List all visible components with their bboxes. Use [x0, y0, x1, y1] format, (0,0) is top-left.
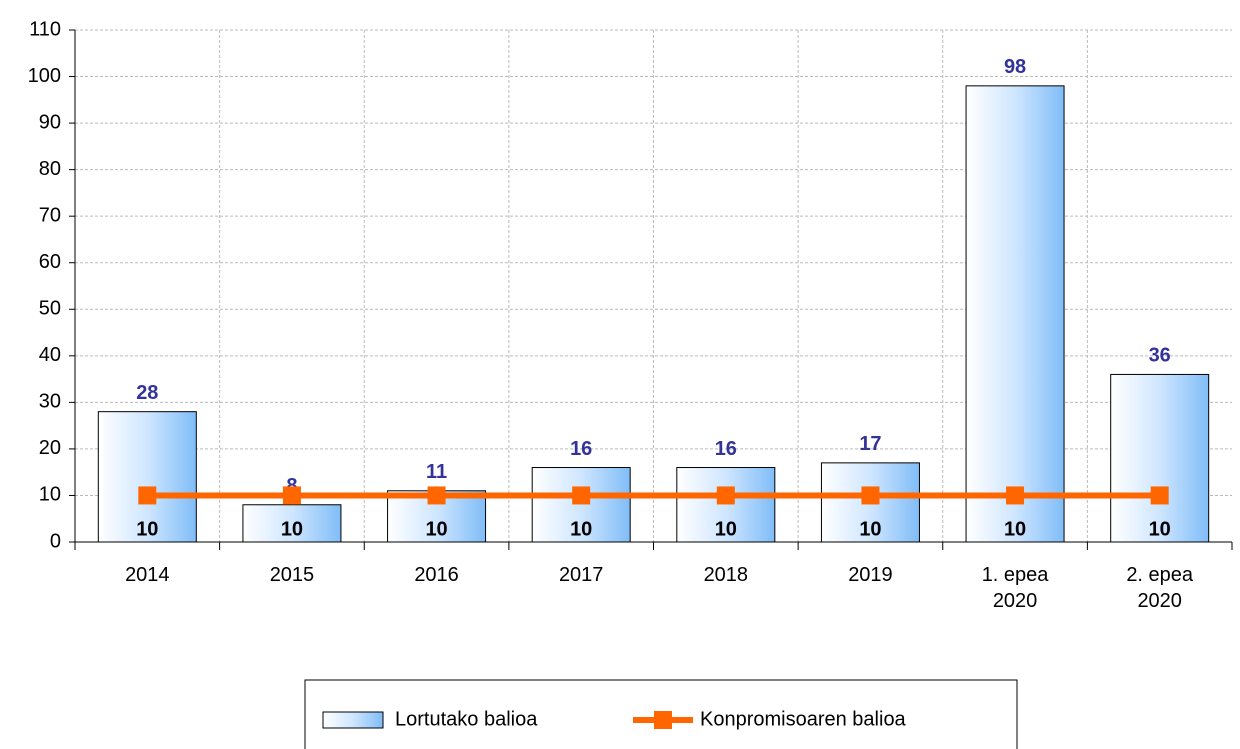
y-tick-label: 50: [39, 298, 61, 320]
x-tick-label: 2015: [269, 564, 315, 586]
legend-swatch: [322, 711, 384, 729]
bar-value-label: 16: [570, 438, 592, 460]
y-tick-label: 100: [28, 65, 61, 87]
x-tick-label: 2016: [414, 564, 459, 586]
bar-value-label: 36: [1149, 345, 1171, 367]
line-marker: [138, 486, 157, 505]
line-marker: [1006, 486, 1025, 505]
y-tick-label: 0: [50, 530, 61, 552]
line-marker: [572, 486, 591, 505]
line-value-label: 10: [1004, 518, 1026, 540]
x-tick-label: 1. epea 2020: [981, 564, 1049, 612]
x-tick-label: 2017: [558, 564, 604, 586]
line-value-label: 10: [281, 518, 303, 540]
y-tick-label: 30: [39, 391, 61, 413]
line-marker: [716, 486, 735, 505]
y-tick-label: 110: [29, 18, 61, 40]
legend-label: Lortutako balioa: [395, 708, 538, 730]
bar-value-label: 17: [859, 433, 881, 455]
y-tick-label: 10: [39, 484, 61, 506]
bar: [97, 411, 197, 543]
line-value-label: 10: [570, 518, 592, 540]
y-tick-label: 40: [39, 344, 61, 366]
bar-value-label: 98: [1004, 56, 1026, 78]
line-value-label: 10: [425, 518, 447, 540]
bar-value-label: 11: [426, 461, 447, 483]
line-marker: [282, 486, 301, 505]
line-value-label: 10: [136, 518, 158, 540]
bar: [242, 504, 342, 543]
bar-value-label: 8: [286, 475, 297, 497]
bar-value-label: 28: [136, 382, 158, 404]
line-value-label: 10: [859, 518, 881, 540]
bar: [1110, 373, 1210, 543]
legend-marker: [654, 711, 672, 729]
line-marker: [427, 486, 446, 505]
y-tick-label: 70: [39, 204, 61, 226]
y-tick-label: 80: [39, 158, 61, 180]
x-tick-label: 2. epea 2020: [1126, 564, 1194, 612]
x-tick-label: 2014: [125, 564, 170, 586]
y-tick-label: 60: [39, 251, 61, 273]
line-value-label: 10: [1149, 518, 1171, 540]
line-marker: [861, 486, 880, 505]
bar: [965, 85, 1065, 543]
x-tick-label: 2018: [703, 564, 749, 586]
bar: [531, 467, 631, 543]
line-marker: [1150, 486, 1169, 505]
legend-label: Konpromisoaren balioa: [700, 708, 907, 730]
y-tick-label: 90: [39, 111, 61, 133]
line-value-label: 10: [715, 518, 737, 540]
x-tick-label: 2019: [848, 564, 893, 586]
y-tick-label: 20: [39, 437, 61, 459]
bar-value-label: 16: [715, 438, 737, 460]
bar: [676, 467, 776, 543]
